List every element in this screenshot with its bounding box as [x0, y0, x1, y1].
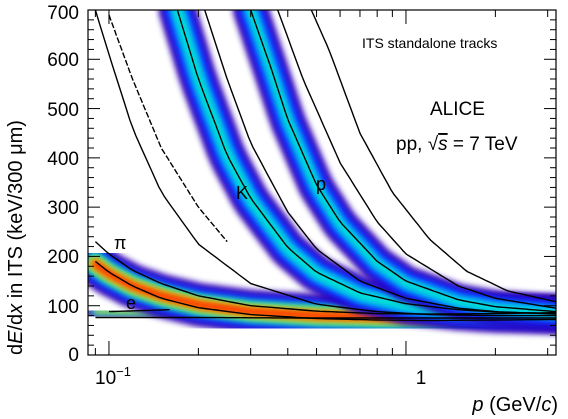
dataset-annotation: ITS standalone tracks	[362, 35, 497, 51]
y-tick-label: 500	[47, 100, 79, 121]
y-tick-label: 300	[47, 198, 79, 219]
experiment-annotation: ALICE	[430, 99, 485, 120]
x-tick-label-0.1: 10−1	[95, 364, 131, 389]
y-tick-label: 100	[47, 297, 79, 318]
expected-energy-loss-curves	[94, 10, 556, 322]
y-tick-label: 600	[47, 50, 79, 71]
x-tick-label-1: 1	[416, 368, 427, 389]
plot-frame	[87, 9, 557, 356]
curve-e-short	[109, 309, 170, 313]
curve-pi-lower	[94, 260, 556, 322]
curve-lower-cut	[108, 14, 228, 243]
y-tick-label: 400	[47, 149, 79, 170]
y-tick-label: 700	[47, 3, 79, 24]
species-label-e: e	[126, 293, 136, 313]
species-label-pion: π	[114, 233, 126, 253]
curve-p-lower	[204, 10, 556, 315]
curve-p-upper	[250, 10, 556, 313]
collision-annotation: pp, √s = 7 TeV	[396, 134, 518, 155]
species-label-kaon: K	[236, 183, 248, 203]
species-label-proton: p	[316, 174, 326, 194]
curve-k-lower	[94, 10, 556, 317]
y-axis-title: dE/dx in ITS (keV/300 μm)	[5, 120, 27, 355]
curve-pi-upper	[94, 241, 556, 315]
y-tick-label: 0	[68, 345, 79, 366]
y-tick-label: 200	[47, 247, 79, 268]
curve-d-upper	[310, 10, 556, 303]
y-tick-labels: 0 100 200 300 400 500 600 700	[47, 3, 79, 366]
x-axis-title: p (GeV/c)	[471, 394, 558, 416]
curve-d-lower	[277, 10, 556, 309]
y-axis	[88, 9, 556, 356]
curve-e-lower	[95, 316, 556, 319]
heatmap-band-p	[246, 10, 556, 318]
x-axis	[94, 10, 549, 355]
